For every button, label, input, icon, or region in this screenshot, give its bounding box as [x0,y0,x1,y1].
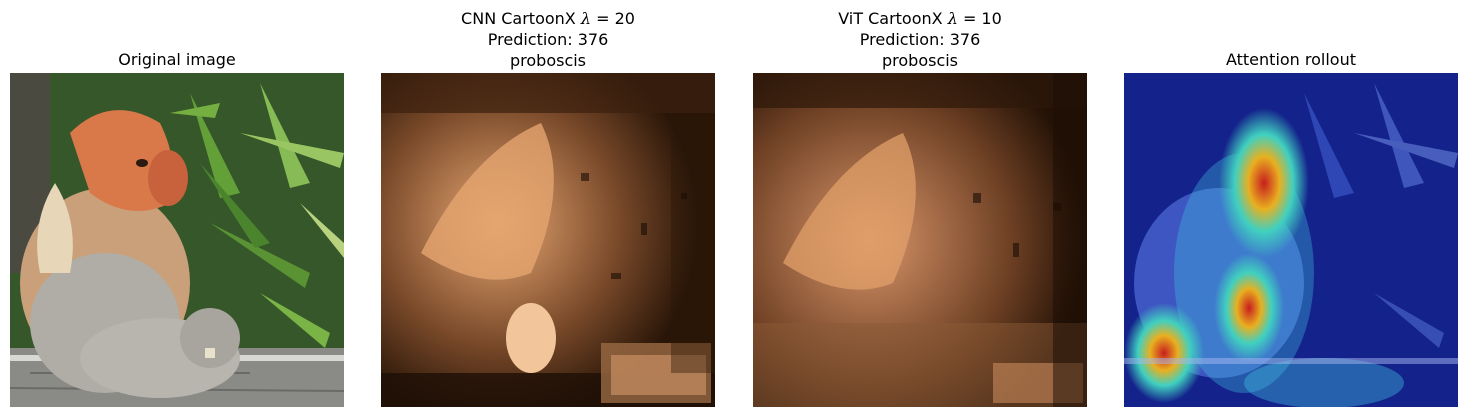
method-label: CNN CartoonX [461,9,581,28]
cnn-cartoonx-explanation [381,73,715,407]
title-line-prediction: Prediction: 376 [859,30,981,49]
panel-original: Original image [10,0,344,417]
vit-cartoonx-explanation [753,73,1087,407]
panel-cnn-cartoonx: CNN CartoonX λ = 20 Prediction: 376 prob… [381,0,715,417]
panel-vit-cartoonx: ViT CartoonX λ = 10 Prediction: 376 prob… [753,0,1087,417]
attention-rollout-heatmap [1124,73,1458,407]
method-label: ViT CartoonX [838,9,948,28]
original-image [10,73,344,407]
lambda-value: = 10 [962,9,1002,28]
title-line-method: ViT CartoonX λ = 10 [753,8,1087,29]
lambda-symbol: λ [947,9,958,28]
panel-attention-rollout: Attention rollout [1124,0,1458,417]
panel-title: Original image [10,49,344,70]
title-line-method: CNN CartoonX λ = 20 [381,8,715,29]
title-line: Attention rollout [1225,50,1357,69]
lambda-symbol: λ [580,9,591,28]
title-line-class: proboscis [509,51,587,70]
panel-title: ViT CartoonX λ = 10 Prediction: 376 prob… [753,8,1087,71]
title-line: Original image [118,50,236,69]
title-line-class: proboscis [881,51,959,70]
panel-title: CNN CartoonX λ = 20 Prediction: 376 prob… [381,8,715,71]
lambda-value: = 20 [596,9,635,28]
title-line-prediction: Prediction: 376 [487,30,609,49]
panel-title: Attention rollout [1124,49,1458,70]
